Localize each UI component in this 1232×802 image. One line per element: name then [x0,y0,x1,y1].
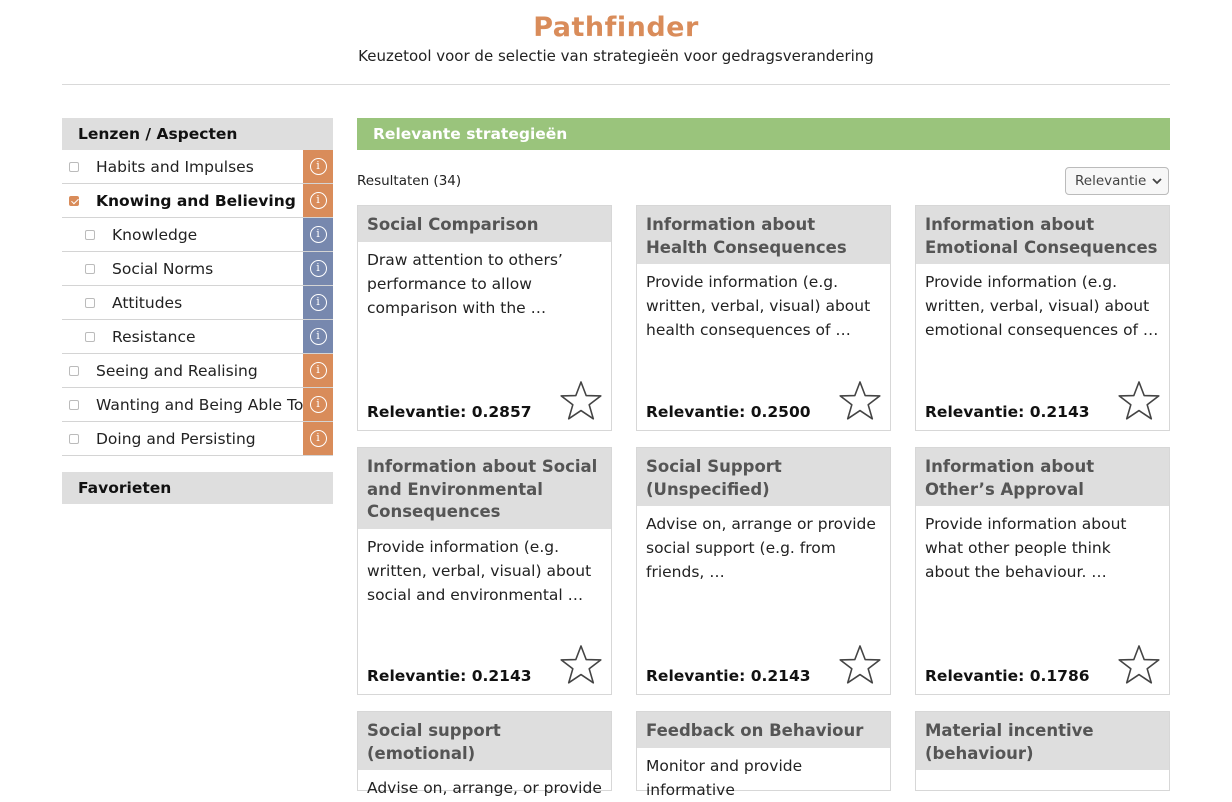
sidebar-item[interactable]: Attitudes i [62,286,333,320]
card-description: Monitor and provide informative [646,756,803,799]
strategy-card[interactable]: Social support (emotional) Advise on, arr… [357,711,612,797]
info-icon: i [309,396,327,413]
card-relevance: Relevantie: 0.1786 [925,667,1090,685]
strategy-card[interactable]: Information about Health Consequences Pro… [636,205,891,431]
sidebar-item[interactable]: Social Norms i [62,252,333,286]
sort-select[interactable]: Relevantie [1065,167,1169,195]
lens-checkbox[interactable] [69,161,79,172]
sidebar-item-label: Knowing and Believing [96,191,296,210]
card-title[interactable]: Information about Social and Environment… [358,448,611,529]
favorites-heading[interactable]: Favorieten [62,472,333,504]
card-description: Provide information (e.g. written, verba… [646,273,871,339]
star-icon[interactable] [560,644,602,686]
card-title[interactable]: Information about Other’s Approval [916,448,1169,506]
info-button[interactable]: i [303,150,333,183]
card-relevance: Relevantie: 0.2500 [646,403,811,421]
sidebar-item-label: Knowledge [112,225,198,244]
strategy-card[interactable]: Information about Other’s Approval Provid… [915,447,1170,695]
info-button[interactable]: i [303,218,333,251]
sort-select-value: Relevantie [1075,173,1147,189]
lens-checkbox[interactable] [85,263,95,274]
info-button[interactable]: i [303,320,333,353]
card-description: Draw attention to others’ performance to… [367,250,563,317]
strategy-card[interactable]: Feedback on Behaviour Monitor and provide… [636,711,891,799]
lens-checkbox[interactable] [69,365,79,376]
card-title[interactable]: Information about Emotional Consequences [916,206,1169,264]
lens-checkbox[interactable] [85,331,95,342]
strategy-card[interactable]: Social Support (Unspecified) Advise on, a… [636,447,891,695]
info-icon: i [309,158,327,175]
card-relevance: Relevantie: 0.2143 [925,403,1090,421]
info-button[interactable]: i [303,252,333,285]
app-subtitle: Keuzetool voor de selectie van strategie… [358,47,874,65]
card-relevance: Relevantie: 0.2143 [367,667,532,685]
sidebar-item[interactable]: Resistance i [62,320,333,354]
sidebar-item[interactable]: Habits and Impulses i [62,150,333,184]
sidebar-item[interactable]: Doing and Persisting i [62,422,333,456]
info-icon: i [309,430,327,447]
info-button[interactable]: i [303,388,333,421]
card-title[interactable]: Information about Health Consequences [637,206,890,264]
star-icon[interactable] [839,380,881,422]
info-icon: i [309,192,327,209]
lens-checkbox[interactable] [69,399,79,410]
sidebar-item-label: Seeing and Realising [96,361,258,380]
card-description: Provide information about what other peo… [925,515,1127,581]
app-title: Pathfinder [533,12,699,43]
chevron-down-icon [1152,175,1162,188]
results-heading: Relevante strategieën [357,118,1170,150]
star-icon[interactable] [839,644,881,686]
sidebar-item-label: Social Norms [112,259,214,278]
sidebar-heading: Lenzen / Aspecten [62,118,333,150]
info-button[interactable]: i [303,422,333,455]
strategy-card[interactable]: Information about Social and Environment… [357,447,612,695]
sidebar-item[interactable]: Knowledge i [62,218,333,252]
header-divider [62,84,1170,85]
card-description: Advise on, arrange, or provide [367,779,602,797]
info-button[interactable]: i [303,184,333,217]
results-count: Resultaten (34) [357,173,462,189]
info-icon: i [309,260,327,277]
star-icon[interactable] [1118,380,1160,422]
lens-checkbox[interactable] [85,229,95,240]
star-icon[interactable] [1118,644,1160,686]
info-button[interactable]: i [303,286,333,319]
card-description: Advise on, arrange or provide social sup… [646,515,876,581]
sidebar-item[interactable]: Knowing and Believing i [62,184,333,218]
star-icon[interactable] [560,380,602,422]
sidebar-item-label: Doing and Persisting [96,429,256,448]
info-icon: i [309,294,327,311]
card-title[interactable]: Feedback on Behaviour [637,712,890,748]
card-relevance: Relevantie: 0.2143 [646,667,811,685]
card-title[interactable]: Social support (emotional) [358,712,611,770]
info-icon: i [309,226,327,243]
lens-checkbox[interactable] [69,433,79,444]
sidebar-item[interactable]: Seeing and Realising i [62,354,333,388]
strategy-card[interactable]: Material incentive (behaviour) [915,711,1170,791]
lens-list: Habits and Impulses i Knowing and Believin… [62,150,333,456]
lens-checkbox[interactable] [69,195,79,206]
card-title[interactable]: Material incentive (behaviour) [916,712,1169,770]
lens-checkbox[interactable] [85,297,95,308]
card-relevance: Relevantie: 0.2857 [367,403,532,421]
card-description [916,770,1169,776]
card-title[interactable]: Social Comparison [358,206,611,242]
sidebar-item-label: Wanting and Being Able To [96,395,304,414]
info-button[interactable]: i [303,354,333,387]
sidebar-item-label: Attitudes [112,293,183,312]
info-icon: i [309,362,327,379]
sidebar-item[interactable]: Wanting and Being Able To i [62,388,333,422]
card-description: Provide information (e.g. written, verba… [925,273,1159,339]
sidebar: Lenzen / Aspecten Habits and Impulses i Kn… [62,118,333,504]
card-title[interactable]: Social Support (Unspecified) [637,448,890,506]
strategy-card[interactable]: Information about Emotional Consequences… [915,205,1170,431]
info-icon: i [309,328,327,345]
sidebar-item-label: Resistance [112,327,196,346]
card-description: Provide information (e.g. written, verba… [367,537,592,604]
sidebar-item-label: Habits and Impulses [96,157,254,176]
strategy-card[interactable]: Social Comparison Draw attention to other… [357,205,612,431]
